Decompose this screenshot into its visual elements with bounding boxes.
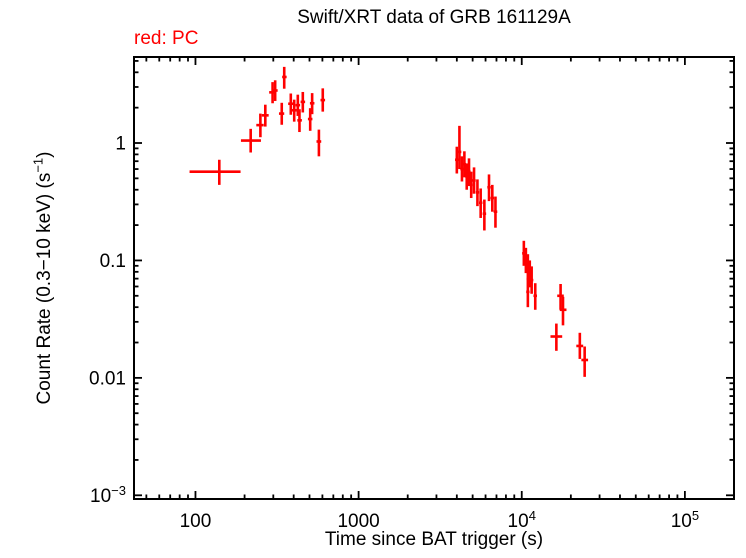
data-point: [472, 167, 476, 194]
data-point: [282, 66, 287, 89]
data-point: [487, 174, 491, 202]
data-point: [576, 332, 584, 359]
data-point: [288, 93, 294, 115]
y-tick-label: 1: [115, 134, 126, 155]
data-point: [455, 146, 459, 174]
data-point: [479, 188, 483, 218]
x-tick-label: 100: [180, 511, 212, 532]
data-point: [295, 94, 301, 116]
y-axis-ticks: [134, 60, 734, 497]
data-point: [297, 109, 302, 133]
series-pc-mode: [189, 66, 589, 377]
chart-title: Swift/XRT data of GRB 161129A: [297, 7, 571, 28]
data-point: [256, 113, 264, 138]
y-tick-label: 0.01: [89, 368, 126, 389]
data-point: [493, 196, 498, 228]
data-point: [291, 99, 297, 122]
data-point: [307, 108, 313, 131]
x-tick-label: 104: [508, 508, 536, 532]
mode-annotation: red: PC: [134, 28, 199, 49]
data-point: [457, 125, 462, 170]
data-point: [557, 284, 564, 310]
data-point: [482, 199, 487, 231]
y-tick-label: 0.1: [100, 251, 126, 272]
x-tick-label: 1000: [337, 511, 379, 532]
data-point: [272, 80, 278, 101]
data-point: [526, 277, 530, 308]
data-point: [581, 346, 589, 377]
y-axis-label-superscript: −1: [30, 157, 46, 173]
data-point: [559, 296, 567, 326]
data-point: [316, 129, 322, 157]
data-point: [320, 88, 326, 112]
data-point: [240, 128, 261, 153]
data-point: [278, 102, 285, 125]
data-point: [550, 323, 563, 351]
y-axis-label-close: ): [34, 151, 55, 158]
x-axis-ticks: [145, 57, 735, 499]
data-point: [475, 179, 480, 207]
y-tick-label: 10−3: [90, 483, 126, 507]
plot-frame: [133, 56, 735, 500]
data-point: [530, 266, 534, 294]
data-point: [261, 104, 269, 127]
data-point: [309, 93, 315, 115]
data-point: [490, 184, 495, 212]
y-axis-label: Count Rate (0.3−10 keV) (s−1): [30, 57, 58, 499]
x-axis-tick-labels: 100 1000 104 105: [180, 508, 699, 532]
data-point: [300, 91, 306, 113]
x-axis-label: Time since BAT trigger (s): [324, 529, 544, 550]
data-point: [469, 171, 473, 199]
y-axis-tick-labels: 1 0.1 0.01 10−3: [89, 134, 126, 507]
data-point: [533, 283, 537, 310]
data-point: [189, 159, 241, 185]
x-tick-label: 105: [671, 508, 699, 532]
y-axis-label-text: Count Rate (0.3−10 keV) (s: [34, 172, 55, 405]
